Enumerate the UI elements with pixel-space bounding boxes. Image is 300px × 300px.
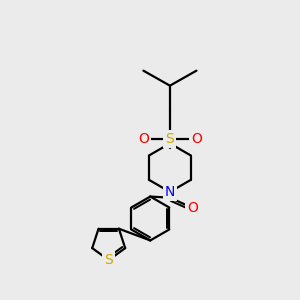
- Text: O: O: [188, 201, 199, 215]
- Text: S: S: [166, 132, 174, 146]
- Text: O: O: [191, 132, 202, 146]
- Text: O: O: [138, 132, 149, 146]
- Text: N: N: [165, 185, 175, 199]
- Text: S: S: [104, 253, 113, 267]
